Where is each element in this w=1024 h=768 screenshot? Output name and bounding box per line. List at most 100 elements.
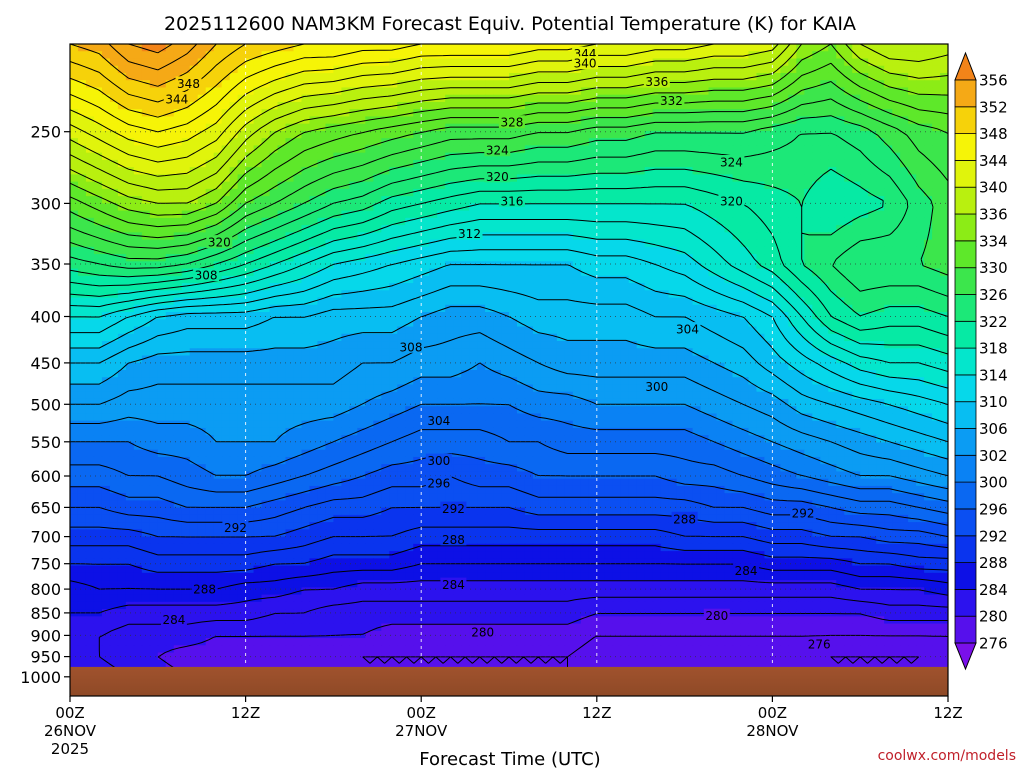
heatmap-cell — [453, 159, 462, 168]
heatmap-cell — [732, 297, 742, 306]
heatmap-cell — [277, 80, 287, 89]
heatmap-cell — [628, 51, 638, 60]
heatmap-cell — [788, 225, 797, 233]
heatmap-cell — [596, 297, 606, 306]
heatmap-cell — [85, 341, 95, 349]
heatmap-cell — [85, 145, 95, 154]
heatmap-cell — [461, 326, 470, 335]
heatmap-cell — [524, 123, 534, 132]
heatmap-cell — [509, 312, 518, 320]
heatmap-cell — [820, 51, 829, 60]
heatmap-cell — [540, 130, 550, 139]
heatmap-cell — [253, 246, 263, 255]
heatmap-cell — [524, 319, 534, 328]
heatmap-cell — [253, 123, 263, 132]
heatmap-cell — [732, 72, 742, 81]
heatmap-cell — [628, 225, 638, 233]
heatmap-cell — [365, 217, 374, 226]
heatmap-cell — [692, 290, 702, 299]
heatmap-cell — [700, 326, 710, 335]
heatmap-cell — [429, 268, 438, 277]
heatmap-cell — [924, 72, 933, 81]
heatmap-cell — [509, 159, 518, 168]
heatmap-cell — [764, 145, 773, 154]
heatmap-cell — [365, 123, 374, 132]
heatmap-cell — [660, 246, 670, 255]
heatmap-cell — [884, 181, 893, 190]
heatmap-cell — [405, 138, 414, 147]
heatmap-cell — [644, 181, 654, 190]
heatmap-cell — [109, 261, 119, 270]
heatmap-cell — [333, 152, 342, 161]
heatmap-cell — [804, 312, 813, 320]
heatmap-cell — [748, 152, 758, 161]
heatmap-cell — [724, 341, 734, 349]
heatmap-cell — [748, 239, 758, 248]
heatmap-cell — [197, 167, 207, 175]
heatmap-cell — [900, 283, 909, 291]
heatmap-cell — [85, 232, 95, 241]
heatmap-cell — [485, 94, 494, 103]
heatmap-cell — [820, 290, 829, 299]
heatmap-cell — [101, 268, 111, 277]
heatmap-cell — [516, 72, 526, 81]
heatmap-cell — [429, 297, 438, 306]
heatmap-cell — [125, 283, 135, 291]
heatmap-cell — [828, 348, 837, 357]
heatmap-cell — [708, 225, 718, 233]
heatmap-cell — [908, 101, 917, 110]
heatmap-cell — [524, 246, 534, 255]
heatmap-cell — [700, 341, 710, 349]
heatmap-cell — [389, 44, 398, 52]
heatmap-cell — [197, 65, 207, 74]
heatmap-cell — [924, 348, 933, 357]
heatmap-cell — [940, 152, 948, 161]
heatmap-cell — [165, 51, 175, 60]
heatmap-cell — [229, 268, 239, 277]
heatmap-cell — [85, 370, 95, 378]
heatmap-cell — [445, 145, 454, 154]
heatmap-cell — [700, 65, 710, 74]
heatmap-cell — [325, 152, 334, 161]
heatmap-cell — [764, 239, 773, 248]
heatmap-cell — [524, 348, 534, 357]
heatmap-cell — [389, 181, 398, 190]
heatmap-cell — [628, 130, 638, 139]
heatmap-cell — [181, 159, 191, 168]
heatmap-cell — [940, 123, 948, 132]
heatmap-cell — [868, 319, 877, 328]
heatmap-cell — [237, 370, 247, 378]
heatmap-cell — [604, 152, 614, 161]
heatmap-cell — [461, 210, 470, 219]
heatmap-cell — [652, 58, 662, 67]
heatmap-cell — [141, 297, 151, 306]
heatmap-cell — [109, 246, 119, 255]
heatmap-cell — [357, 174, 366, 183]
heatmap-cell — [860, 355, 869, 364]
heatmap-cell — [740, 188, 750, 197]
heatmap-cell — [604, 312, 614, 320]
heatmap-cell — [261, 370, 271, 378]
heatmap-cell — [532, 341, 542, 349]
heatmap-cell — [812, 319, 821, 328]
heatmap-cell — [780, 203, 789, 212]
heatmap-cell — [764, 210, 773, 219]
heatmap-cell — [109, 188, 119, 197]
heatmap-cell — [141, 159, 151, 168]
heatmap-cell — [708, 94, 718, 103]
heatmap-cell — [453, 116, 462, 125]
heatmap-cell — [117, 181, 127, 190]
heatmap-cell — [413, 210, 422, 219]
heatmap-cell — [772, 232, 781, 241]
heatmap-cell — [333, 203, 342, 212]
heatmap-cell — [868, 341, 877, 349]
heatmap-cell — [213, 312, 223, 320]
heatmap-cell — [828, 58, 837, 67]
heatmap-cell — [101, 174, 111, 183]
heatmap-cell — [213, 138, 223, 147]
heatmap-cell — [101, 188, 111, 197]
heatmap-cell — [916, 348, 925, 357]
heatmap-cell — [93, 355, 103, 364]
heatmap-cell — [788, 138, 797, 147]
heatmap-cell — [213, 254, 223, 262]
